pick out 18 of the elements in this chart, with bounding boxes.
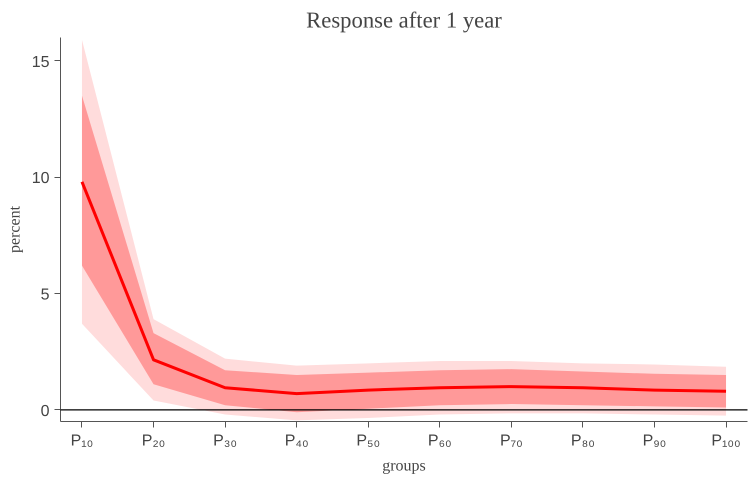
x-tick-label: P₈₀ bbox=[570, 432, 595, 450]
x-tick-label: P₁₀ bbox=[70, 432, 94, 450]
x-tick-label: P₇₀ bbox=[500, 432, 523, 450]
x-tick-label: P₃₀ bbox=[213, 432, 238, 450]
x-axis-title: groups bbox=[382, 458, 426, 474]
x-tick-label: P₂₀ bbox=[142, 432, 166, 450]
y-axis-title: percent bbox=[6, 205, 24, 254]
x-tick-label: P₁₀₀ bbox=[711, 432, 741, 450]
x-tick-label: P₄₀ bbox=[284, 432, 309, 450]
y-tick-label: 10 bbox=[32, 170, 50, 188]
x-tick-label: P₆₀ bbox=[428, 432, 452, 450]
line-series bbox=[80, 180, 728, 396]
y-tick-label: 15 bbox=[32, 54, 50, 71]
chart-title: Response after 1 year bbox=[306, 8, 502, 32]
y-tick-label: 0 bbox=[40, 402, 50, 420]
x-tick-label: P₅₀ bbox=[356, 432, 380, 450]
x-tick-label: P₉₀ bbox=[642, 432, 666, 450]
y-tick-label: 5 bbox=[40, 286, 50, 304]
